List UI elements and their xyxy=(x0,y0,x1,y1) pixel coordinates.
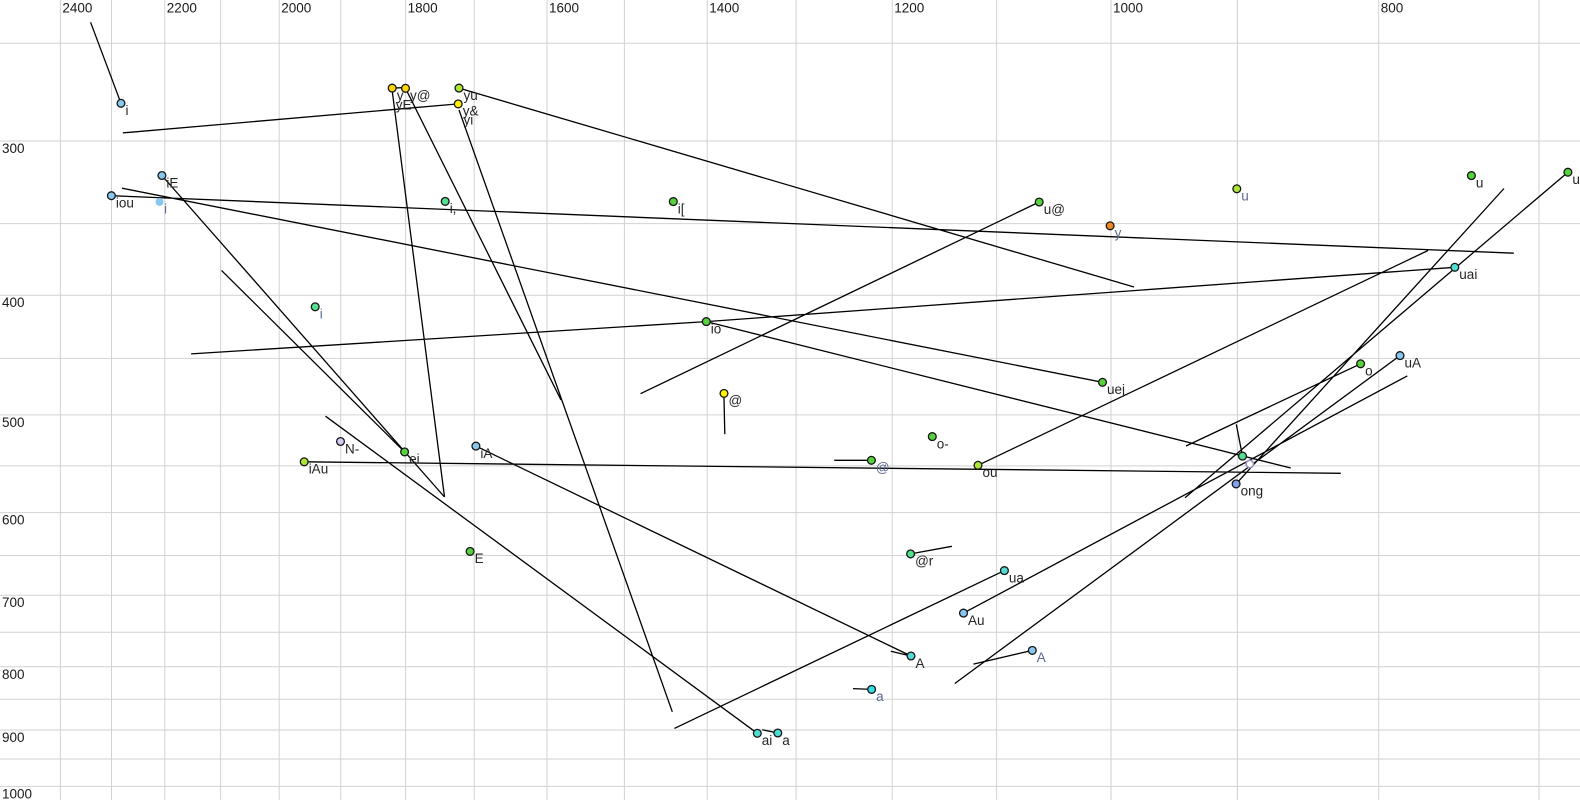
svg-text:iou: iou xyxy=(116,196,134,211)
svg-text:A: A xyxy=(916,656,925,671)
svg-text:@r: @r xyxy=(915,554,934,569)
svg-text:yE: yE xyxy=(396,98,412,113)
svg-text:300: 300 xyxy=(2,141,25,156)
svg-text:N-: N- xyxy=(345,441,359,456)
svg-text:i: i xyxy=(164,202,167,217)
svg-text:yi: yi xyxy=(464,112,474,127)
svg-text:600: 600 xyxy=(2,513,25,528)
svg-text:400: 400 xyxy=(2,295,25,310)
svg-text:i,: i, xyxy=(450,201,457,216)
svg-text:uA: uA xyxy=(1405,355,1422,370)
svg-text:Au: Au xyxy=(968,613,985,628)
svg-text:A: A xyxy=(1037,650,1046,665)
svg-text:u@: u@ xyxy=(1044,202,1065,217)
svg-text:y: y xyxy=(397,88,404,103)
svg-text:i: i xyxy=(126,103,129,118)
svg-text:@: @ xyxy=(729,393,743,408)
svg-text:uai: uai xyxy=(1459,267,1477,282)
svg-text:1800: 1800 xyxy=(408,0,438,15)
svg-text:o: o xyxy=(1365,364,1373,379)
svg-text:io: io xyxy=(711,321,722,336)
svg-text:1600: 1600 xyxy=(549,0,579,15)
svg-text:uej: uej xyxy=(1107,382,1125,397)
svg-text:ua: ua xyxy=(1009,570,1025,585)
svg-text:u: u xyxy=(1572,172,1580,187)
svg-text:1000: 1000 xyxy=(2,786,32,800)
svg-text:ei: ei xyxy=(409,452,420,467)
svg-text:ong: ong xyxy=(1241,484,1264,499)
svg-text:1400: 1400 xyxy=(709,0,739,15)
svg-text:a: a xyxy=(876,689,884,704)
svg-text:iA: iA xyxy=(480,446,492,461)
svg-text:iAu: iAu xyxy=(309,462,329,477)
svg-text:700: 700 xyxy=(2,595,25,610)
svg-text:1000: 1000 xyxy=(1113,0,1143,15)
svg-text:800: 800 xyxy=(1381,0,1404,15)
svg-text:2000: 2000 xyxy=(281,0,311,15)
svg-text:E: E xyxy=(475,551,484,566)
svg-text:ai: ai xyxy=(762,733,773,748)
svg-text:u: u xyxy=(1241,189,1249,204)
svg-text:900: 900 xyxy=(2,730,25,745)
svg-text:yu: yu xyxy=(464,88,478,103)
svg-text:2400: 2400 xyxy=(62,0,92,15)
svg-text:i: i xyxy=(320,307,323,322)
svg-text:i[: i[ xyxy=(678,201,685,216)
svg-text:o-: o- xyxy=(937,436,949,451)
svg-text:1200: 1200 xyxy=(894,0,924,15)
svg-text:y@: y@ xyxy=(410,88,430,103)
svg-text:y&: y& xyxy=(463,104,479,119)
svg-text:ou: ou xyxy=(983,465,998,480)
svg-text:2200: 2200 xyxy=(167,0,197,15)
svg-text:500: 500 xyxy=(2,415,25,430)
svg-text:y: y xyxy=(1115,226,1122,241)
svg-text:u: u xyxy=(1476,175,1484,190)
svg-text:800: 800 xyxy=(2,667,25,682)
svg-text:@: @ xyxy=(876,460,890,475)
svg-text:iE: iE xyxy=(166,175,178,190)
svg-text:a: a xyxy=(782,733,790,748)
